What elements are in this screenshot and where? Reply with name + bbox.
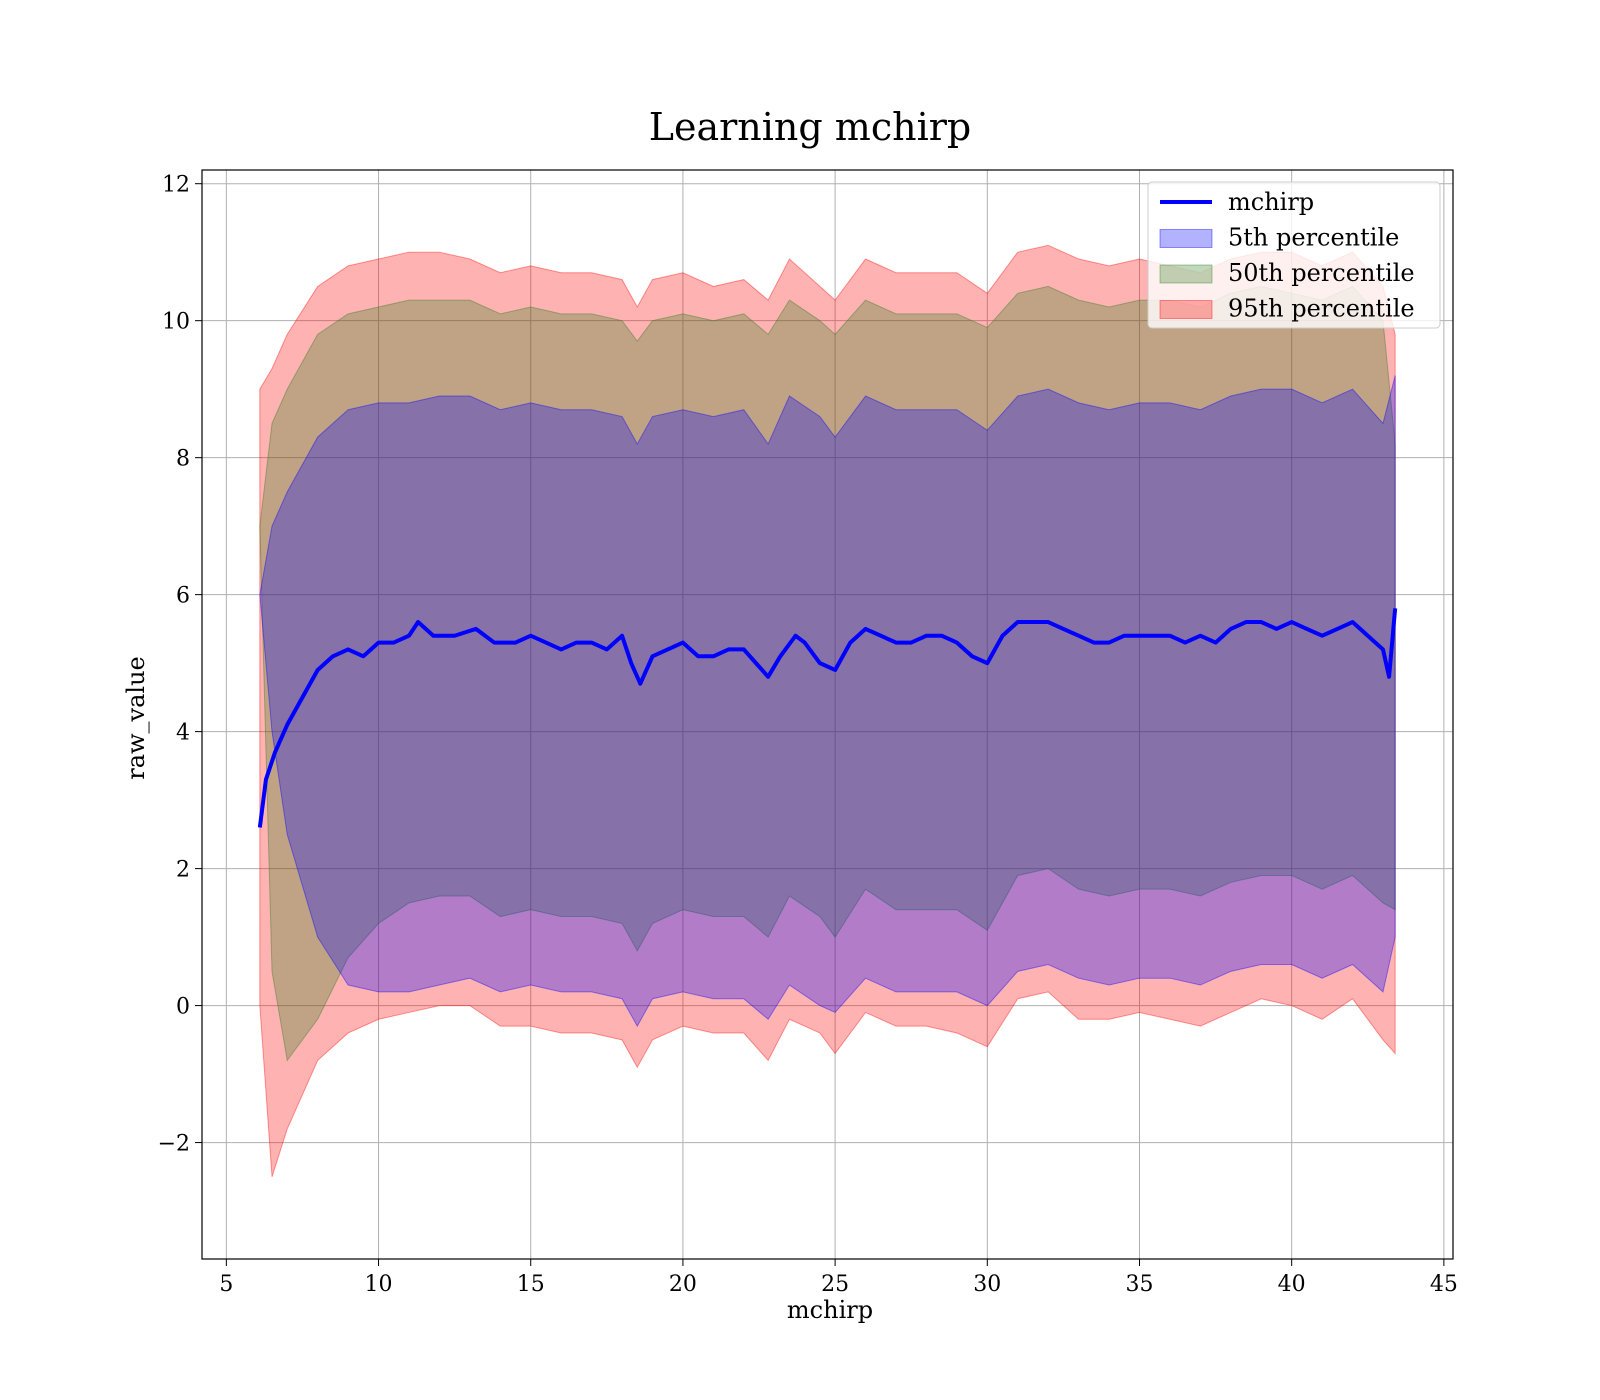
- tick-layer: 5 10 15 20 25 30 35 40 45 −2 0 2 4 6 8 10 12: [158, 173, 1458, 1297]
- legend-label: 95th percentile: [1228, 295, 1415, 323]
- percentile-bands: [259, 244, 1396, 1177]
- legend-box: [1147, 181, 1441, 329]
- x-tick-label: 10: [365, 1272, 393, 1297]
- x-tick-label: 40: [1278, 1272, 1306, 1297]
- x-axis-label: mchirp: [787, 1296, 873, 1324]
- legend-label: 50th percentile: [1228, 259, 1415, 287]
- chart-title: Learning mchirp: [649, 105, 971, 149]
- band-95th-percentile: [259, 244, 1396, 1177]
- legend-label: mchirp: [1228, 188, 1314, 216]
- legend: mchirp 5th percentile 50th percentile 95th …: [1147, 181, 1441, 329]
- x-tick-label: 35: [1125, 1272, 1153, 1297]
- x-tick-label: 45: [1430, 1272, 1458, 1297]
- y-tick-label: 8: [176, 447, 190, 472]
- y-tick-label: −2: [158, 1132, 190, 1157]
- legend-swatch-50th-percentile: [1159, 264, 1213, 284]
- legend-swatch-95th-percentile: [1159, 300, 1213, 319]
- series-line-mchirp: [257, 608, 1398, 828]
- x-tick-label: 20: [669, 1272, 697, 1297]
- x-tick-label: 30: [973, 1272, 1001, 1297]
- series-lines: [257, 608, 1398, 828]
- y-tick-label: 10: [162, 310, 190, 335]
- y-tick-label: 0: [176, 995, 190, 1020]
- legend-label: 5th percentile: [1228, 224, 1399, 252]
- grid-layer: [202, 170, 1453, 1259]
- y-tick-label: 6: [176, 584, 190, 609]
- x-tick-label: 15: [517, 1272, 545, 1297]
- legend-swatch-5th-percentile: [1159, 229, 1213, 248]
- y-tick-label: 12: [162, 173, 190, 198]
- x-tick-label: 25: [821, 1272, 849, 1297]
- band-50th-percentile: [259, 285, 1396, 1062]
- plot-frame: [201, 169, 1454, 1260]
- y-axis-label: raw_value: [122, 656, 150, 780]
- x-tick-label: 5: [219, 1272, 233, 1297]
- y-tick-label: 2: [176, 858, 190, 883]
- y-tick-label: 4: [176, 721, 190, 746]
- band-5th-percentile: [259, 375, 1396, 1028]
